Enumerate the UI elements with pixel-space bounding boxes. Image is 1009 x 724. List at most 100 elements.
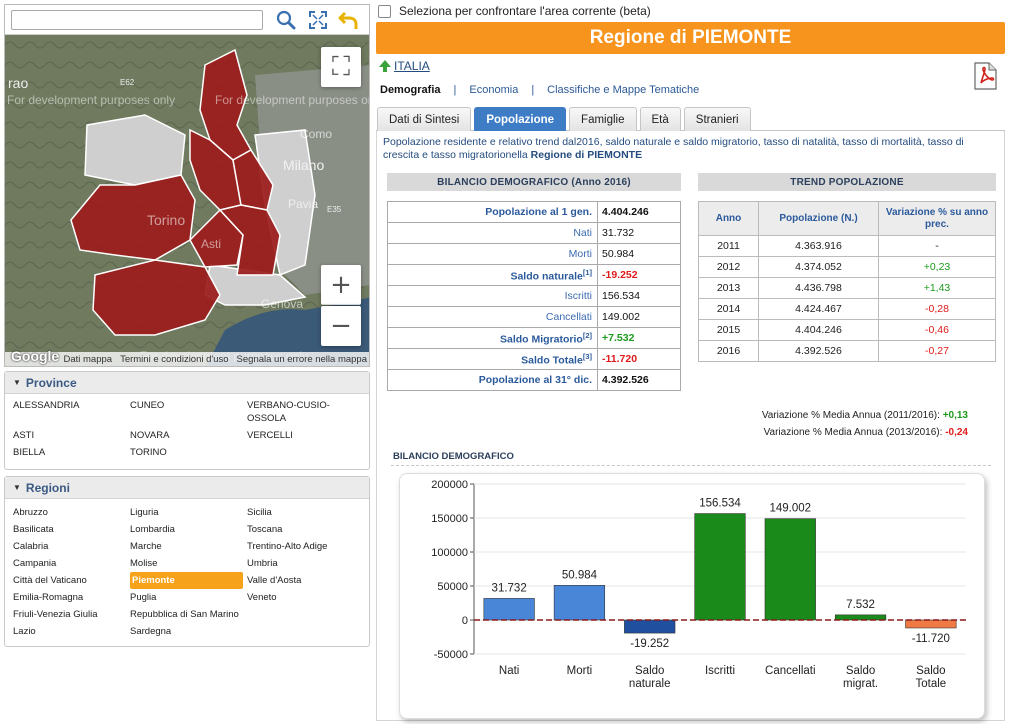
regione-item[interactable]: Valle d'Aosta	[247, 575, 302, 586]
trend-cell-pop: 4.424.467	[758, 298, 879, 320]
bilancio-label: Nati	[387, 222, 598, 244]
section-classifiche[interactable]: Classifiche e Mappe Tematiche	[547, 84, 700, 96]
intro-region: Regione di PIEMONTE	[530, 149, 643, 161]
y-tick-label: -50000	[434, 649, 468, 661]
regione-item[interactable]: Veneto	[247, 592, 277, 603]
back-arrow-icon[interactable]	[337, 9, 359, 31]
map-fullscreen-button[interactable]: ⛶	[321, 47, 361, 87]
province-item[interactable]: ALESSANDRIA	[13, 400, 80, 411]
regione-item[interactable]: Umbria	[247, 558, 278, 569]
footnote-ref[interactable]: [2]	[582, 330, 592, 340]
regione-item[interactable]: Lombardia	[130, 524, 175, 535]
regione-item[interactable]: Sicilia	[247, 507, 272, 518]
bilancio-grid: Popolazione al 1 gen. 4.404.246 Nati 31.732…	[387, 201, 681, 391]
data-label: 50.984	[562, 569, 598, 581]
province-item[interactable]: BIELLA	[13, 447, 46, 458]
y-tick-label: 150000	[431, 513, 468, 525]
map-data-link[interactable]: Dati mappa	[63, 353, 113, 365]
map-place-rao: rao	[8, 75, 29, 91]
collapse-triangle-icon: ▼	[13, 483, 21, 492]
province-item[interactable]: NOVARA	[130, 430, 170, 441]
chart-divider	[391, 465, 991, 466]
province-list: ALESSANDRIA CUNEO VERBANO-CUSIO-OSSOLA A…	[5, 394, 369, 469]
section-demografia[interactable]: Demografia	[380, 84, 441, 96]
tab-content: Popolazione residente e relativo trend d…	[376, 131, 1005, 721]
tab-famiglie[interactable]: Famiglie	[569, 107, 637, 131]
data-label: 7.532	[846, 599, 875, 611]
regione-item[interactable]: Basilicata	[13, 524, 54, 535]
regione-item[interactable]: Liguria	[130, 507, 159, 518]
bilancio-label: Popolazione al 1 gen.	[387, 201, 598, 223]
regione-item[interactable]: Trentino-Alto Adige	[247, 541, 328, 552]
tab-eta[interactable]: Età	[639, 107, 681, 131]
regione-item[interactable]: Città del Vaticano	[13, 575, 87, 586]
regione-item[interactable]: Molise	[130, 558, 158, 569]
regione-item[interactable]: Friuli-Venezia Giulia	[13, 609, 98, 620]
zoom-out-button[interactable]: −	[321, 306, 361, 346]
zoom-in-button[interactable]: +	[321, 265, 361, 305]
regioni-header[interactable]: ▼ Regioni	[5, 477, 369, 499]
tab-dati-sintesi[interactable]: Dati di Sintesi	[377, 107, 472, 131]
x-tick-label: Cancellati	[765, 665, 816, 677]
province-header[interactable]: ▼ Province	[5, 372, 369, 394]
pdf-icon[interactable]	[971, 61, 999, 91]
tab-stranieri[interactable]: Stranieri	[683, 107, 751, 131]
intro-text: Popolazione residente e relativo trend d…	[377, 131, 1004, 162]
regioni-list: Abruzzo Liguria Sicilia Basilicata Lombardia…	[5, 499, 369, 646]
trend-cell-var: -	[878, 235, 996, 257]
fullscreen-icon[interactable]	[307, 9, 329, 31]
bilancio-row: Saldo Migratorio[2] +7.532	[387, 327, 681, 349]
data-label: 156.534	[699, 498, 741, 510]
regione-item[interactable]: Emilia-Romagna	[13, 592, 84, 603]
footnote-ref[interactable]: [1]	[582, 267, 592, 277]
regione-item[interactable]: Repubblica di San Marino	[130, 609, 239, 620]
regione-item[interactable]: Toscana	[247, 524, 283, 535]
trend-cell-anno: 2012	[698, 256, 759, 278]
piemonte-area	[70, 48, 281, 336]
compare-row: Seleziona per confrontare l'area corrent…	[376, 0, 1005, 22]
province-item[interactable]: CUNEO	[130, 400, 165, 411]
breadcrumb: ITALIA	[376, 57, 1005, 90]
province-item[interactable]: VERCELLI	[247, 430, 293, 441]
regione-item[interactable]: Piemonte	[130, 572, 243, 589]
province-item[interactable]: VERBANO-CUSIO-OSSOLA	[247, 400, 330, 424]
trend-row: 2013 4.436.798 +1,43	[698, 277, 996, 299]
bilancio-value: -11.720	[597, 348, 681, 370]
regione-item[interactable]: Sardegna	[130, 626, 172, 637]
separator: |	[531, 84, 535, 96]
regione-item	[247, 623, 364, 640]
bilancio-row: Saldo Totale[3] -11.720	[387, 348, 681, 370]
bilancio-label: Iscritti	[387, 285, 598, 307]
up-arrow-icon	[379, 60, 391, 72]
map-container[interactable]: For development purposes only For develo…	[4, 4, 370, 367]
trend-grid: Anno Popolazione (N.) Variazione % su an…	[698, 201, 996, 362]
bilancio-label: Saldo naturale[1]	[387, 264, 598, 286]
compare-checkbox[interactable]	[378, 4, 391, 18]
map-place-asti: Asti	[201, 237, 222, 251]
regione-item[interactable]: Puglia	[130, 592, 157, 603]
breadcrumb-italia[interactable]: ITALIA	[378, 59, 430, 73]
section-economia[interactable]: Economia	[469, 84, 519, 96]
province-title: Province	[25, 375, 77, 390]
province-item[interactable]: TORINO	[130, 447, 167, 458]
bilancio-value: 156.534	[597, 285, 681, 307]
regione-item[interactable]: Abruzzo	[13, 507, 48, 518]
footnote-ref[interactable]: [3]	[582, 351, 592, 361]
map-terms-link[interactable]: Termini e condizioni d'uso	[120, 353, 229, 365]
tab-popolazione[interactable]: Popolazione	[474, 107, 567, 131]
regione-item[interactable]: Campania	[13, 558, 57, 569]
search-icon[interactable]	[275, 9, 297, 31]
regione-item[interactable]: Calabria	[13, 541, 49, 552]
map-search-input[interactable]	[11, 10, 263, 30]
trend-cell-pop: 4.436.798	[758, 277, 879, 299]
regione-item[interactable]: Marche	[130, 541, 162, 552]
region-map[interactable]	[5, 35, 370, 367]
map-place-como: Como	[300, 127, 333, 141]
bilancio-row: Iscritti 156.534	[387, 285, 681, 307]
map-watermark: For development purposes only	[7, 93, 176, 107]
regione-item[interactable]: Lazio	[13, 626, 36, 637]
intro-body: Popolazione residente e relativo trend d…	[383, 136, 964, 161]
x-tick-label: Nati	[499, 665, 519, 677]
province-item[interactable]: ASTI	[13, 430, 35, 441]
map-report-link[interactable]: Segnala un errore nella mappa	[236, 353, 367, 365]
